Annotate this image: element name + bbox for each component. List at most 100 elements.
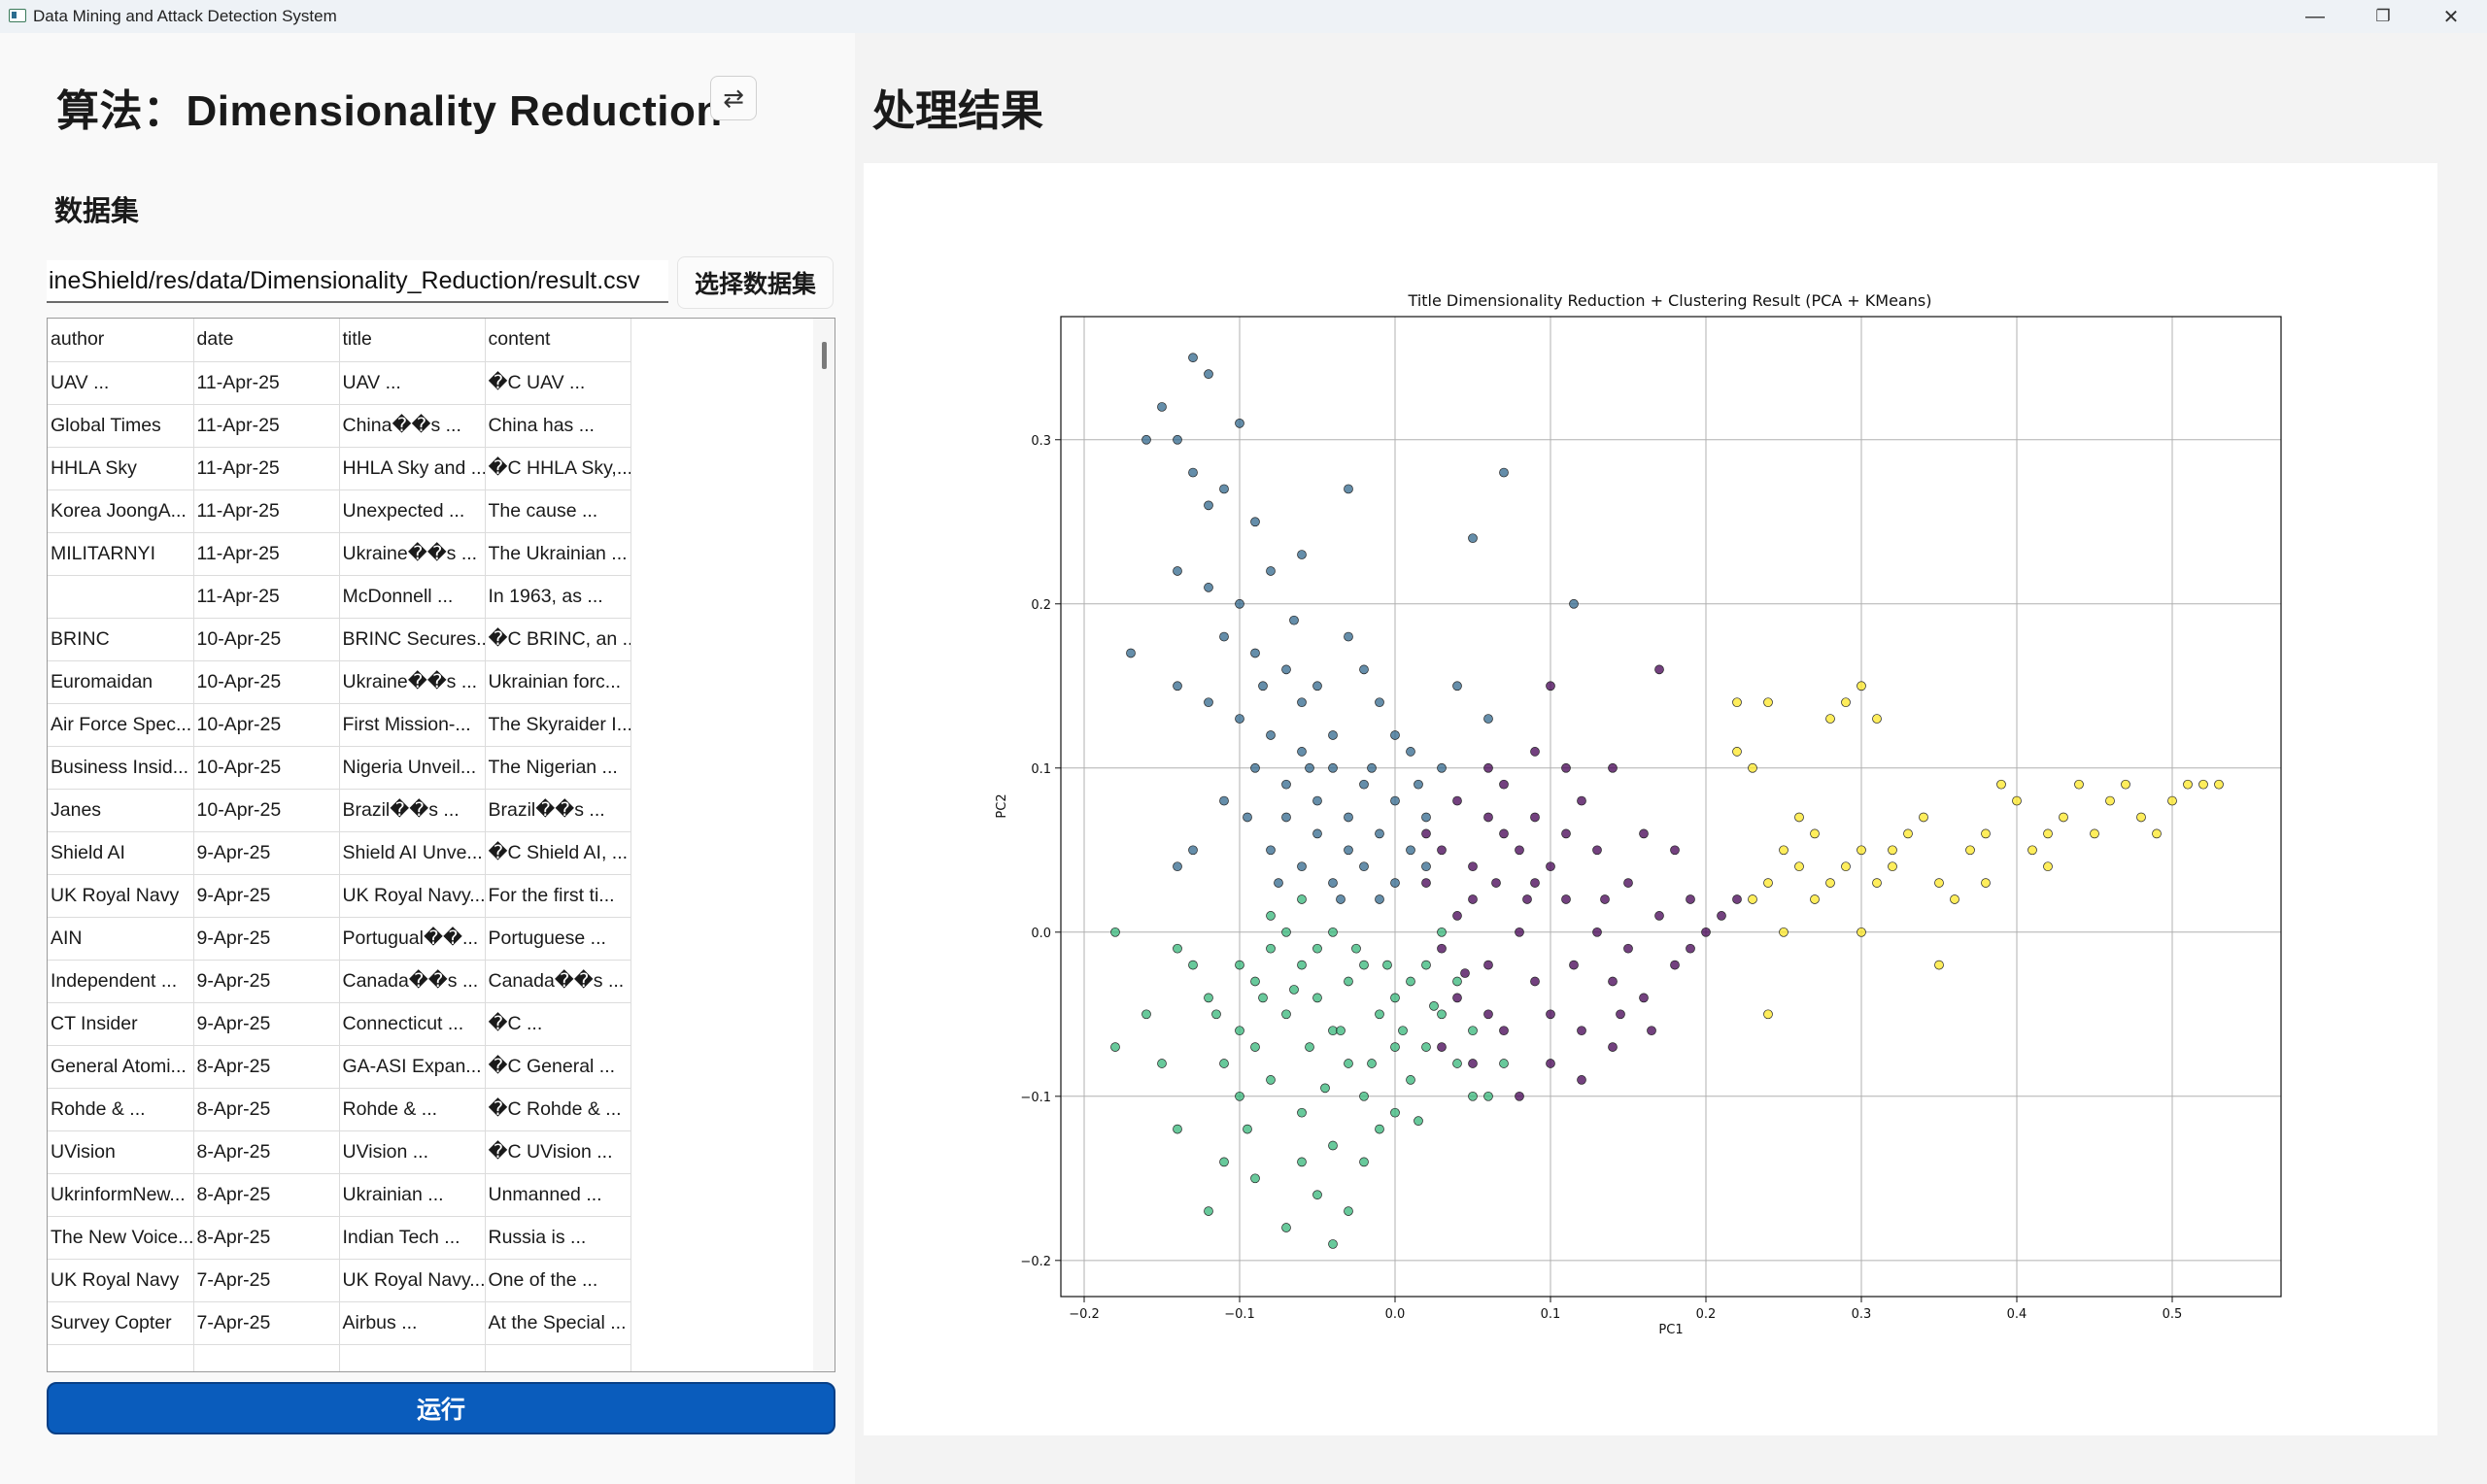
table-cell-content[interactable]: Unmanned ... [485, 1173, 631, 1217]
table-cell-author[interactable]: Janes [48, 789, 194, 832]
table-cell-title[interactable]: BRINC Secures... [339, 618, 486, 661]
table-cell-content[interactable]: The Ukrainian ... [485, 532, 631, 576]
table-cell-author[interactable]: General Atomi... [48, 1045, 194, 1089]
table-row[interactable]: Global Times 11-Apr-25 China��s ... China h… [48, 404, 631, 448]
table-cell-title[interactable]: HHLA Sky and ... [339, 447, 486, 490]
table-row[interactable]: BRINC 10-Apr-25 BRINC Secures... �C BRINC, … [48, 618, 631, 661]
table-row[interactable]: Korea JoongA... 11-Apr-25 Unexpected ... Th… [48, 489, 631, 533]
table-cell-content[interactable]: �C UVision ... [485, 1130, 631, 1174]
table-row[interactable]: Shield AI 9-Apr-25 Shield AI Unve... �C Shi… [48, 831, 631, 875]
table-cell-content[interactable]: �C Shield AI, ... [485, 831, 631, 875]
table-cell-date[interactable]: 10-Apr-25 [193, 746, 340, 790]
table-cell-title[interactable]: Shield AI Unve... [339, 831, 486, 875]
table-row[interactable]: The New Voice... 8-Apr-25 Indian Tech ... R… [48, 1216, 631, 1260]
table-cell-title[interactable]: GA-ASI Expan... [339, 1045, 486, 1089]
table-cell-date[interactable]: 9-Apr-25 [193, 1002, 340, 1046]
table-cell-author[interactable]: UkrinformNew... [48, 1173, 194, 1217]
table-cell-content[interactable]: Brazil��s ... [485, 789, 631, 832]
table-cell-author[interactable]: UK Royal Navy [48, 874, 194, 918]
table-cell-author[interactable]: Global Times [48, 404, 194, 448]
table-cell-date[interactable]: 7-Apr-25 [193, 1259, 340, 1302]
table-cell-date[interactable]: 10-Apr-25 [193, 660, 340, 704]
table-cell-title[interactable]: Indian Tech ... [339, 1216, 486, 1260]
table-row[interactable]: UkrinformNew... 8-Apr-25 Ukrainian ... Unma… [48, 1173, 631, 1217]
scrollbar-thumb[interactable] [822, 342, 827, 369]
table-cell-date[interactable]: 11-Apr-25 [193, 489, 340, 533]
table-cell-content[interactable]: �C BRINC, an ... [485, 618, 631, 661]
table-row[interactable]: MILITARNYI 11-Apr-25 Ukraine��s ... The Ukr… [48, 532, 631, 576]
table-cell-date[interactable]: 9-Apr-25 [193, 831, 340, 875]
table-cell-date[interactable]: 11-Apr-25 [193, 575, 340, 619]
table-cell-author[interactable]: Air Force Spec... [48, 703, 194, 747]
select-dataset-button[interactable]: 选择数据集 [677, 256, 834, 309]
table-row[interactable]: General Atomi... 8-Apr-25 GA-ASI Expan... �… [48, 1045, 631, 1089]
table-cell-title[interactable]: Nigeria Unveil... [339, 746, 486, 790]
minimize-button[interactable]: — [2305, 5, 2325, 27]
table-row[interactable]: 11-Apr-25 McDonnell ... In 1963, as ... [48, 575, 631, 619]
table-cell-author[interactable]: UAV ... [48, 361, 194, 405]
swap-algorithm-button[interactable]: ⇄ [710, 76, 757, 120]
table-cell-author[interactable]: Euromaidan [48, 660, 194, 704]
table-cell-content[interactable]: The cause ... [485, 489, 631, 533]
table-cell-date[interactable]: 8-Apr-25 [193, 1173, 340, 1217]
table-row[interactable]: Euromaidan 10-Apr-25 Ukraine��s ... Ukraini… [48, 660, 631, 704]
table-cell-title[interactable]: China��s ... [339, 404, 486, 448]
table-cell-title[interactable]: UK Royal Navy... [339, 874, 486, 918]
table-cell-content[interactable]: In 1963, as ... [485, 575, 631, 619]
table-row[interactable]: UVision 8-Apr-25 UVision ... �C UVision ... [48, 1130, 631, 1174]
table-cell-date[interactable]: 10-Apr-25 [193, 789, 340, 832]
table-cell-title[interactable]: Unexpected ... [339, 489, 486, 533]
restore-button[interactable]: ❐ [2375, 7, 2391, 25]
table-cell-title[interactable]: First Mission-... [339, 703, 486, 747]
table-cell-title[interactable]: UVision ... [339, 1130, 486, 1174]
table-scrollbar[interactable] [813, 319, 835, 1371]
table-cell-title[interactable]: Brazil��s ... [339, 789, 486, 832]
table-cell-author[interactable]: Korea JoongA... [48, 489, 194, 533]
run-button[interactable]: 运行 [47, 1382, 835, 1434]
table-cell-title[interactable]: Connecticut ... [339, 1002, 486, 1046]
dataset-table[interactable]: author date title content UAV ... 11-Apr-… [47, 318, 835, 1372]
table-cell-date[interactable]: 10-Apr-25 [193, 703, 340, 747]
table-cell-content[interactable]: The Skyraider I... [485, 703, 631, 747]
table-cell-content[interactable]: �C UAV ... [485, 361, 631, 405]
table-cell-author[interactable]: BRINC [48, 618, 194, 661]
table-row[interactable]: Janes 10-Apr-25 Brazil��s ... Brazil��s ... [48, 789, 631, 832]
table-cell-date[interactable]: 8-Apr-25 [193, 1088, 340, 1131]
table-cell-author[interactable] [48, 1344, 194, 1371]
table-cell-content[interactable]: �C HHLA Sky,... [485, 447, 631, 490]
table-cell-content[interactable]: For the first ti... [485, 874, 631, 918]
table-cell-title[interactable]: UK Royal Navy... [339, 1259, 486, 1302]
table-row[interactable]: UK Royal Navy 7-Apr-25 UK Royal Navy... One… [48, 1259, 631, 1302]
table-cell-date[interactable]: 9-Apr-25 [193, 874, 340, 918]
table-cell-title[interactable]: Ukraine��s ... [339, 660, 486, 704]
table-cell-date[interactable] [193, 1344, 340, 1371]
table-cell-title[interactable]: Ukrainian ... [339, 1173, 486, 1217]
table-cell-author[interactable] [48, 575, 194, 619]
table-cell-date[interactable]: 11-Apr-25 [193, 404, 340, 448]
table-cell-date[interactable]: 8-Apr-25 [193, 1216, 340, 1260]
table-cell-author[interactable]: Rohde & ... [48, 1088, 194, 1131]
table-cell-content[interactable] [485, 1344, 631, 1371]
table-cell-content[interactable]: Russia is ... [485, 1216, 631, 1260]
table-cell-date[interactable]: 9-Apr-25 [193, 917, 340, 961]
table-cell-author[interactable]: UK Royal Navy [48, 1259, 194, 1302]
table-cell-title[interactable]: Canada��s ... [339, 960, 486, 1003]
table-row[interactable]: UK Royal Navy 9-Apr-25 UK Royal Navy... For… [48, 874, 631, 918]
table-row[interactable]: Survey Copter 7-Apr-25 Airbus ... At the Sp… [48, 1301, 631, 1345]
dataset-path-input[interactable] [47, 260, 668, 303]
table-row[interactable]: Business Insid... 10-Apr-25 Nigeria Unveil… [48, 746, 631, 790]
table-row[interactable]: Rohde & ... 8-Apr-25 Rohde & ... �C Rohde &… [48, 1088, 631, 1131]
table-cell-author[interactable]: HHLA Sky [48, 447, 194, 490]
table-cell-author[interactable]: Survey Copter [48, 1301, 194, 1345]
close-button[interactable]: ✕ [2442, 6, 2460, 28]
table-cell-title[interactable]: UAV ... [339, 361, 486, 405]
table-row[interactable] [48, 1344, 631, 1371]
table-row[interactable]: CT Insider 9-Apr-25 Connecticut ... �C ... [48, 1002, 631, 1046]
table-cell-author[interactable]: Business Insid... [48, 746, 194, 790]
table-cell-date[interactable]: 11-Apr-25 [193, 447, 340, 490]
table-cell-title[interactable]: Rohde & ... [339, 1088, 486, 1131]
table-row[interactable]: Air Force Spec... 10-Apr-25 First Mission-… [48, 703, 631, 747]
table-cell-content[interactable]: Portuguese ... [485, 917, 631, 961]
table-cell-content[interactable]: �C Rohde & ... [485, 1088, 631, 1131]
table-cell-author[interactable]: CT Insider [48, 1002, 194, 1046]
